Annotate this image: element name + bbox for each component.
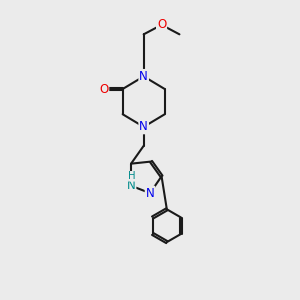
Text: O: O <box>157 18 166 32</box>
Text: N: N <box>127 179 135 192</box>
Text: N: N <box>139 70 148 83</box>
Text: N: N <box>139 120 148 134</box>
Text: N: N <box>146 187 154 200</box>
Text: O: O <box>99 82 108 95</box>
Text: H: H <box>128 171 136 181</box>
